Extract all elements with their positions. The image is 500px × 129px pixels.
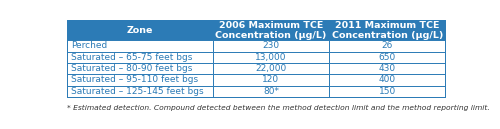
Text: 26: 26 (382, 42, 393, 50)
Text: 400: 400 (378, 75, 396, 84)
Text: Saturated – 80-90 feet bgs: Saturated – 80-90 feet bgs (71, 64, 192, 73)
Bar (67, 63, 213, 74)
Bar (329, 40, 446, 52)
Bar (213, 52, 329, 63)
Bar (329, 20, 446, 40)
Text: 22,000: 22,000 (256, 64, 286, 73)
Text: 230: 230 (262, 42, 280, 50)
Text: Zone: Zone (127, 26, 153, 35)
Bar (67, 40, 213, 52)
Text: 13,000: 13,000 (255, 53, 286, 62)
Text: Saturated – 125-145 feet bgs: Saturated – 125-145 feet bgs (71, 87, 204, 96)
Text: 2006 Maximum TCE
Concentration (μg/L): 2006 Maximum TCE Concentration (μg/L) (216, 21, 326, 40)
Text: 2011 Maximum TCE
Concentration (μg/L): 2011 Maximum TCE Concentration (μg/L) (332, 21, 443, 40)
Bar (67, 74, 213, 86)
Bar (67, 86, 213, 97)
Bar (213, 40, 329, 52)
Bar (329, 74, 446, 86)
Text: * Estimated detection. Compound detected between the method detection limit and : * Estimated detection. Compound detected… (67, 105, 490, 111)
Text: 430: 430 (378, 64, 396, 73)
Text: 80*: 80* (263, 87, 279, 96)
Bar (329, 86, 446, 97)
Bar (67, 20, 446, 97)
Bar (213, 20, 329, 40)
Bar (213, 63, 329, 74)
Bar (67, 20, 213, 40)
Text: Saturated – 65-75 feet bgs: Saturated – 65-75 feet bgs (71, 53, 192, 62)
Text: 150: 150 (378, 87, 396, 96)
Text: 650: 650 (378, 53, 396, 62)
Bar (67, 52, 213, 63)
Bar (213, 86, 329, 97)
Bar (329, 52, 446, 63)
Text: 120: 120 (262, 75, 280, 84)
Bar (329, 63, 446, 74)
Text: Saturated – 95-110 feet bgs: Saturated – 95-110 feet bgs (71, 75, 198, 84)
Text: Perched: Perched (71, 42, 108, 50)
Bar (213, 74, 329, 86)
